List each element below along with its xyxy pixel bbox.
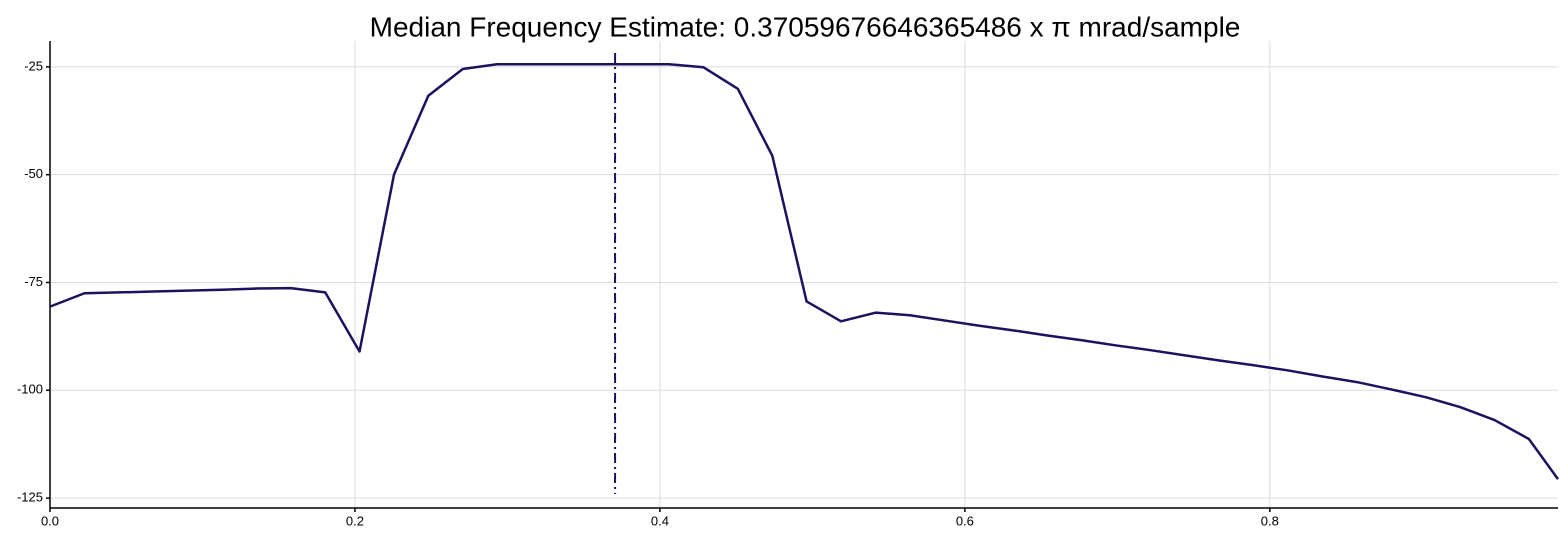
- y-tick-label: -75: [24, 274, 43, 289]
- line-series: [49, 63, 1560, 480]
- x-tick-label: 0.0: [41, 513, 59, 528]
- y-tick-label: -100: [17, 382, 43, 397]
- y-tick-label: -125: [17, 490, 43, 505]
- x-tick-label: 0.6: [956, 513, 974, 528]
- y-tick-label: -25: [24, 58, 43, 73]
- x-tick-label: 0.8: [1261, 513, 1279, 528]
- x-tick-label: 0.4: [651, 513, 669, 528]
- y-tick-label: -50: [24, 166, 43, 181]
- x-tick-label: 0.2: [346, 513, 364, 528]
- chart-title: Median Frequency Estimate: 0.37059676646…: [370, 11, 1241, 42]
